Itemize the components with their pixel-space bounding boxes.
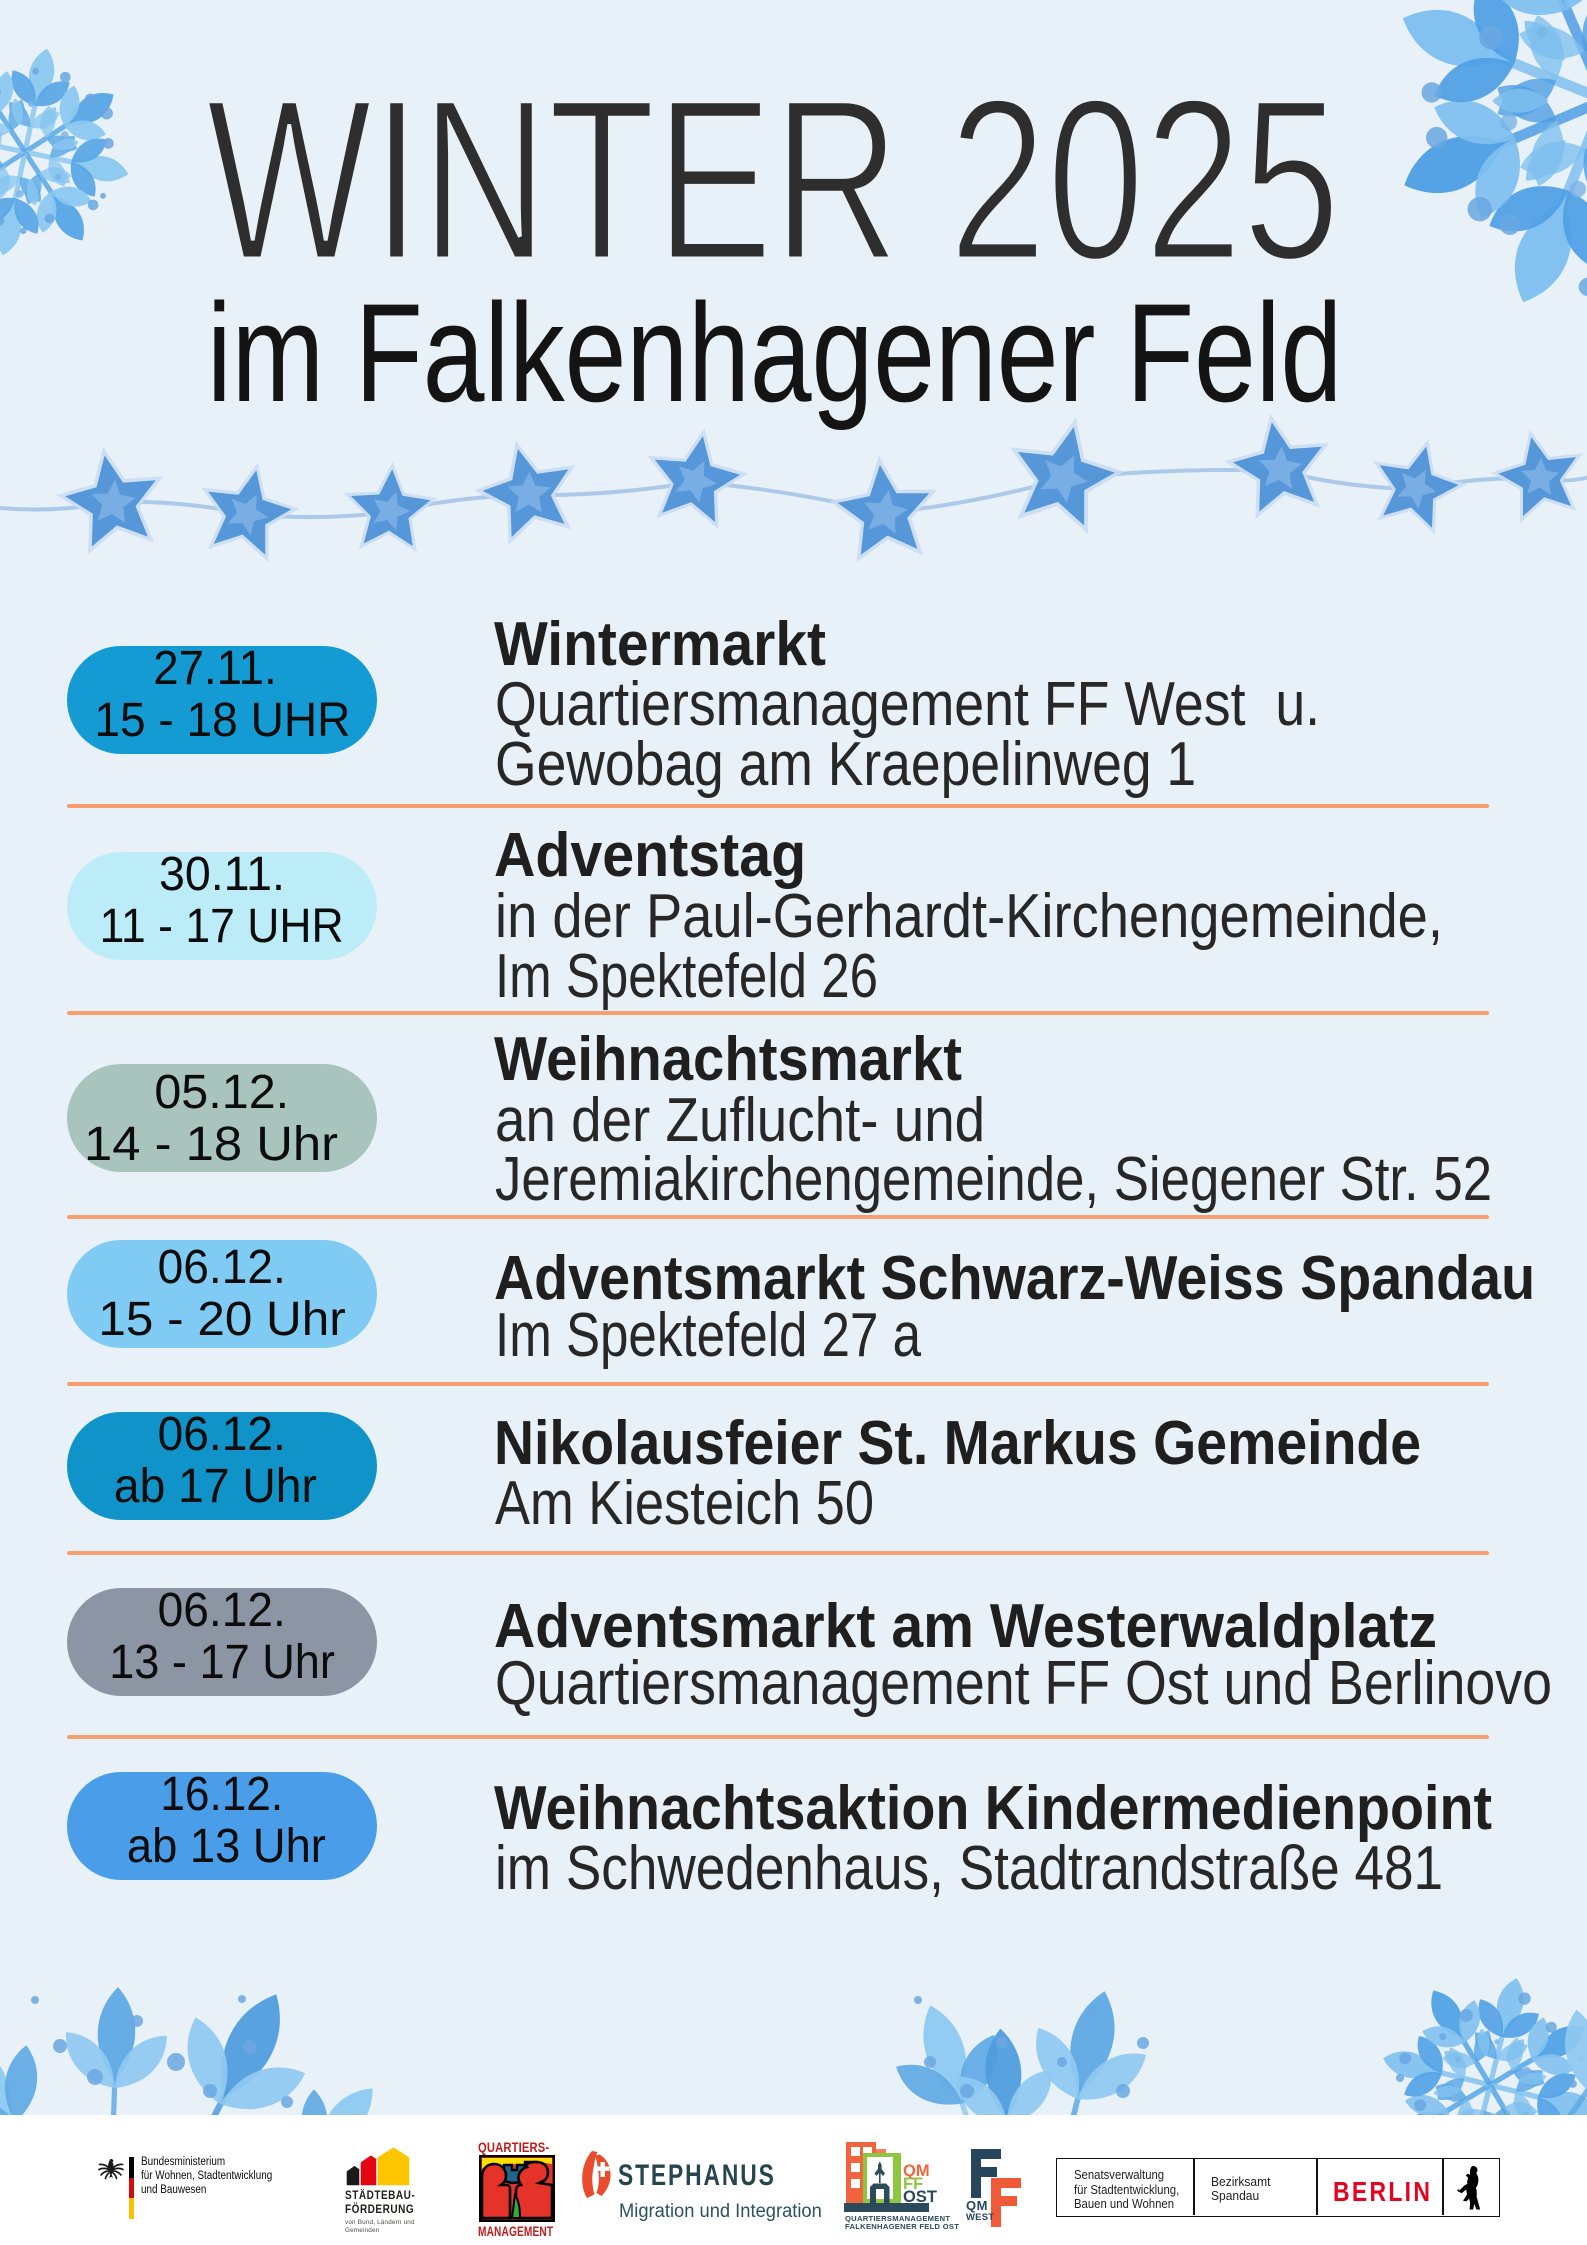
svg-text:WEST: WEST: [966, 2212, 994, 2223]
svg-text:QM: QM: [966, 2198, 988, 2213]
